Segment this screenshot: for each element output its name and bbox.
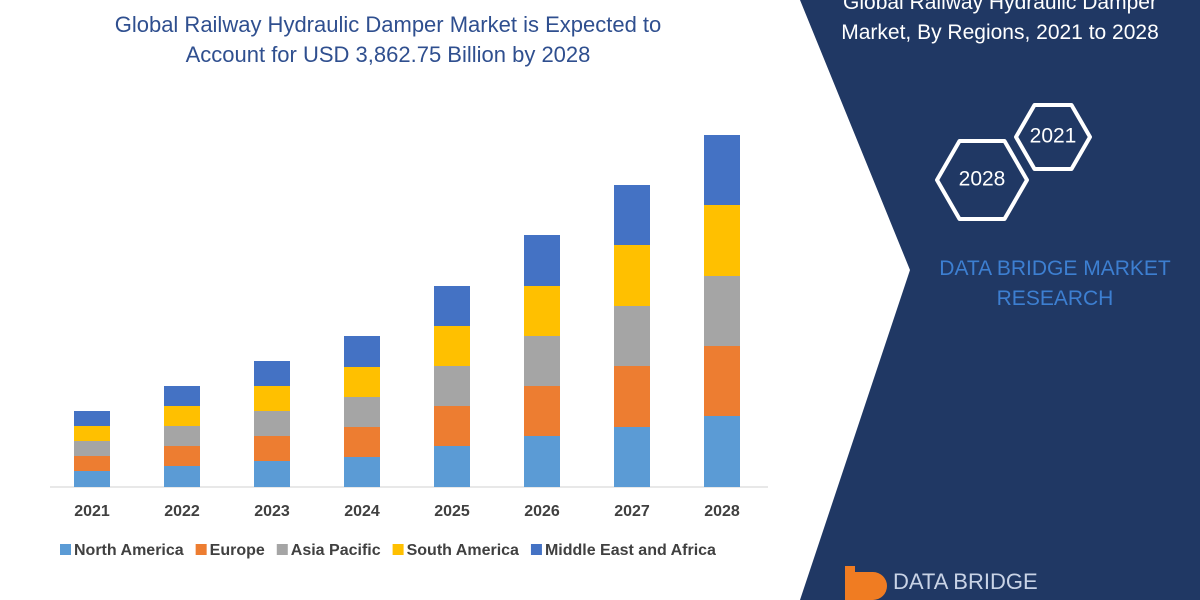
bar-segment	[74, 426, 110, 441]
legend-swatch	[195, 544, 207, 555]
bar-segment	[434, 446, 470, 487]
legend-swatch	[276, 544, 288, 555]
bar-segment	[524, 336, 560, 386]
x-tick-label: 2023	[254, 503, 290, 520]
brand-name: DATA BRIDGE MARKET RESEARCH	[939, 257, 1171, 310]
panel-title: Global Railway Hydraulic Damper Market, …	[841, 0, 1159, 44]
bar-segment	[254, 361, 290, 386]
bar-segment	[614, 245, 650, 306]
bar-segment	[344, 427, 380, 457]
legend-label: North America	[74, 542, 184, 559]
bar-segment	[434, 406, 470, 446]
bar-segment	[254, 436, 290, 461]
legend-label: Middle East and Africa	[545, 542, 716, 559]
bar-segment	[614, 306, 650, 366]
logo-icon	[845, 566, 887, 600]
hexagon	[935, 139, 1029, 221]
bar-segment	[524, 235, 560, 286]
side-panel	[800, 0, 1200, 600]
chart-title: Global Railway Hydraulic Damper Market i…	[114, 12, 662, 67]
bar-segment	[164, 466, 200, 487]
bar-segment	[704, 135, 740, 205]
bar-segment	[524, 386, 560, 436]
x-tick-label: 2021	[74, 503, 110, 520]
bar-segment	[164, 406, 200, 426]
x-tick-label: 2024	[344, 503, 380, 520]
bar-segment	[344, 397, 380, 427]
x-tick-label: 2027	[614, 503, 650, 520]
x-tick-label: 2025	[434, 503, 470, 520]
bar-segment	[74, 471, 110, 487]
bar-segment	[704, 205, 740, 276]
logo-text: DATA BRIDGE	[893, 569, 1038, 594]
legend-swatch	[392, 544, 404, 555]
bar-segment	[344, 336, 380, 367]
hexagon-label: 2028	[959, 168, 1006, 191]
bar-segment	[704, 276, 740, 346]
legend-swatch	[530, 544, 542, 555]
bar-segment	[434, 326, 470, 366]
x-tick-label: 2028	[704, 503, 740, 520]
bar-segment	[164, 386, 200, 406]
legend-label: Europe	[210, 542, 265, 559]
bar-segment	[254, 461, 290, 487]
x-tick-label: 2022	[164, 503, 200, 520]
bar-segment	[524, 436, 560, 487]
bar-segment	[434, 286, 470, 326]
legend-label: Asia Pacific	[291, 542, 381, 559]
bar-segment	[614, 427, 650, 487]
hexagon-label: 2021	[1030, 125, 1077, 148]
x-tick-label: 2026	[524, 503, 560, 520]
bar-segment	[614, 366, 650, 427]
bar-segment	[434, 366, 470, 406]
bar-segment	[614, 185, 650, 245]
bar-segment	[344, 367, 380, 397]
hexagon	[1014, 102, 1092, 172]
bar-segment	[254, 386, 290, 411]
bar-segment	[74, 441, 110, 456]
bar-segment	[254, 411, 290, 436]
bar-segment	[524, 286, 560, 336]
legend-swatch	[60, 544, 71, 555]
legend-label: South America	[407, 542, 519, 559]
bar-segment	[74, 411, 110, 426]
bar-segment	[74, 456, 110, 471]
bar-segment	[164, 426, 200, 446]
bar-segment	[344, 457, 380, 487]
bar-segment	[704, 416, 740, 487]
bar-segment	[704, 346, 740, 416]
bar-segment	[164, 446, 200, 466]
